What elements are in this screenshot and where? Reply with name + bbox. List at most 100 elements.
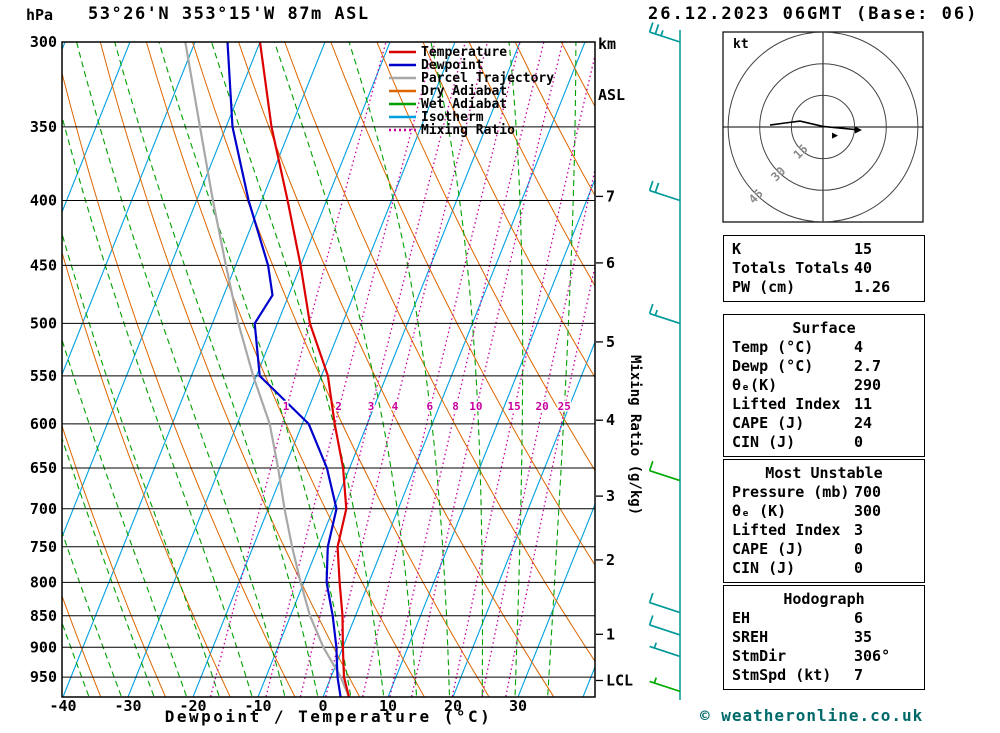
stat-row: EH 6 bbox=[732, 609, 924, 628]
mixing-ratio-value-label: 25 bbox=[558, 400, 571, 413]
wind-barb bbox=[648, 22, 681, 43]
altitude-unit-asl: ASL bbox=[598, 86, 626, 104]
legend-label: Wet Adiabat bbox=[421, 97, 507, 112]
mixing-ratio-line bbox=[209, 42, 387, 697]
temperature-tick-label: -30 bbox=[114, 697, 141, 715]
stat-label: Pressure (mb) bbox=[732, 483, 850, 501]
pressure-tick-label: 750 bbox=[30, 538, 57, 556]
dry-adiabat-line bbox=[238, 42, 555, 697]
hodograph-title: Hodograph bbox=[783, 590, 865, 608]
mixing-ratio-value-label: 1 bbox=[283, 400, 290, 413]
stat-label: EH bbox=[732, 609, 751, 627]
stat-label: Dewp (°C) bbox=[732, 357, 814, 375]
mixing-ratio-value-label: 15 bbox=[507, 400, 520, 413]
storm-motion-marker bbox=[832, 132, 839, 139]
stat-label: StmDir bbox=[732, 647, 787, 665]
wind-barb bbox=[648, 180, 681, 202]
pressure-tick-label: 400 bbox=[30, 192, 57, 210]
parcel-trajectory-curve bbox=[184, 42, 351, 697]
plot-border bbox=[61, 41, 596, 698]
wind-barb bbox=[648, 615, 681, 636]
km-tick-label: LCL bbox=[606, 672, 633, 690]
stat-value: 40 bbox=[854, 259, 873, 277]
stat-value: 0 bbox=[854, 540, 864, 558]
mixing-ratio-value-label: 2 bbox=[335, 400, 342, 413]
stat-value: 6 bbox=[854, 609, 864, 627]
stat-label: Lifted Index bbox=[732, 395, 841, 413]
wet-adiabat-line bbox=[62, 436, 155, 697]
hodograph-rings bbox=[727, 32, 919, 222]
most-unstable-box: Most Unstable Pressure (mb) 700 θₑ (K) 300 L… bbox=[723, 459, 925, 583]
pressure-tick-label: 500 bbox=[30, 314, 57, 332]
mixing-ratio-line bbox=[481, 166, 595, 697]
stat-value: 35 bbox=[854, 628, 873, 646]
mixing-ratio-axis-title: Mixing Ratio (g/kg) bbox=[627, 355, 643, 515]
hodograph-trace-arrowhead bbox=[854, 126, 862, 134]
pressure-tick-label: 450 bbox=[30, 256, 57, 274]
isotherm-line bbox=[62, 42, 196, 376]
mixing-ratio-line bbox=[361, 42, 521, 697]
legend-label: Temperature bbox=[421, 45, 507, 60]
stat-label: SREH bbox=[732, 628, 769, 646]
most-unstable-title: Most Unstable bbox=[765, 464, 883, 482]
dry-adiabat-line bbox=[422, 42, 595, 379]
stat-row: θₑ(K) 290 bbox=[732, 376, 924, 395]
isotherm-line bbox=[192, 42, 456, 697]
hodograph-unit-label: kt bbox=[733, 37, 749, 52]
stat-value: 300 bbox=[854, 502, 882, 520]
stat-value: 4 bbox=[854, 338, 864, 356]
stat-row: CAPE (J) 24 bbox=[732, 414, 924, 433]
wet-adiabat-line bbox=[62, 337, 188, 697]
wet-adiabat-line bbox=[348, 42, 451, 697]
stat-label: Temp (°C) bbox=[732, 338, 814, 356]
stat-row: θₑ (K) 300 bbox=[732, 502, 924, 521]
stat-row: PW (cm) 1.26 bbox=[732, 278, 924, 297]
stat-row: CIN (J) 0 bbox=[732, 433, 924, 452]
stat-value: 700 bbox=[854, 483, 882, 501]
stat-label: StmSpd (kt) bbox=[732, 666, 832, 684]
stats-panel: K 15 Totals Totals 40 PW (cm) 1.26 Surface Te… bbox=[723, 235, 925, 692]
temperature-curve bbox=[258, 42, 351, 697]
isobar-lines bbox=[62, 41, 595, 678]
stat-value: 11 bbox=[854, 395, 873, 413]
surface-title: Surface bbox=[792, 319, 856, 337]
stat-row: Lifted Index 3 bbox=[732, 521, 924, 540]
pressure-tick-label: 600 bbox=[30, 415, 57, 433]
dry-adiabat-line bbox=[99, 42, 361, 697]
surface-rows: Temp (°C) 4 Dewp (°C) 2.7 θₑ(K) 290 Lifted Ind… bbox=[732, 338, 924, 452]
stat-row: Temp (°C) 4 bbox=[732, 338, 924, 357]
mixing-ratio-line bbox=[389, 42, 545, 697]
isotherm-line bbox=[62, 42, 131, 214]
wind-barb bbox=[649, 642, 681, 658]
legend-label: Dewpoint bbox=[421, 58, 484, 73]
mixing-ratio-value-label: 6 bbox=[426, 400, 433, 413]
indices-rows: K 15 Totals Totals 40 PW (cm) 1.26 bbox=[732, 240, 924, 297]
km-tick-label: 6 bbox=[606, 254, 615, 272]
wet-adiabat-line bbox=[547, 42, 577, 697]
km-tick-label: 7 bbox=[606, 187, 615, 205]
pressure-tick-label: 700 bbox=[30, 500, 57, 518]
indices-box: K 15 Totals Totals 40 PW (cm) 1.26 bbox=[723, 235, 925, 302]
temperature-tick-label: -10 bbox=[244, 697, 271, 715]
isotherm-line bbox=[322, 42, 586, 697]
isotherm-line bbox=[517, 503, 595, 697]
dry-adiabat-line bbox=[192, 42, 490, 697]
stat-value: 0 bbox=[854, 559, 864, 577]
stat-label: PW (cm) bbox=[732, 278, 796, 296]
pressure-tick-label: 550 bbox=[30, 367, 57, 385]
km-tick-label: 3 bbox=[606, 487, 615, 505]
mixing-ratio-line bbox=[410, 42, 564, 697]
stat-label: CAPE (J) bbox=[732, 540, 805, 558]
surface-box: Surface Temp (°C) 4 Dewp (°C) 2.7 θₑ(K) 290 Li… bbox=[723, 314, 925, 457]
stat-label: CIN (J) bbox=[732, 433, 796, 451]
stat-row: Pressure (mb) 700 bbox=[732, 483, 924, 502]
stat-row: K 15 bbox=[732, 240, 924, 259]
stat-label: Lifted Index bbox=[732, 521, 841, 539]
wind-barb bbox=[648, 592, 681, 614]
hodograph-box: Hodograph EH 6 SREH 35 StmDir 306° StmSpd (kt)… bbox=[723, 585, 925, 690]
legend-label: Parcel Trajectory bbox=[421, 71, 554, 86]
stat-value: 24 bbox=[854, 414, 873, 432]
mixing-ratio-line bbox=[265, 42, 436, 697]
